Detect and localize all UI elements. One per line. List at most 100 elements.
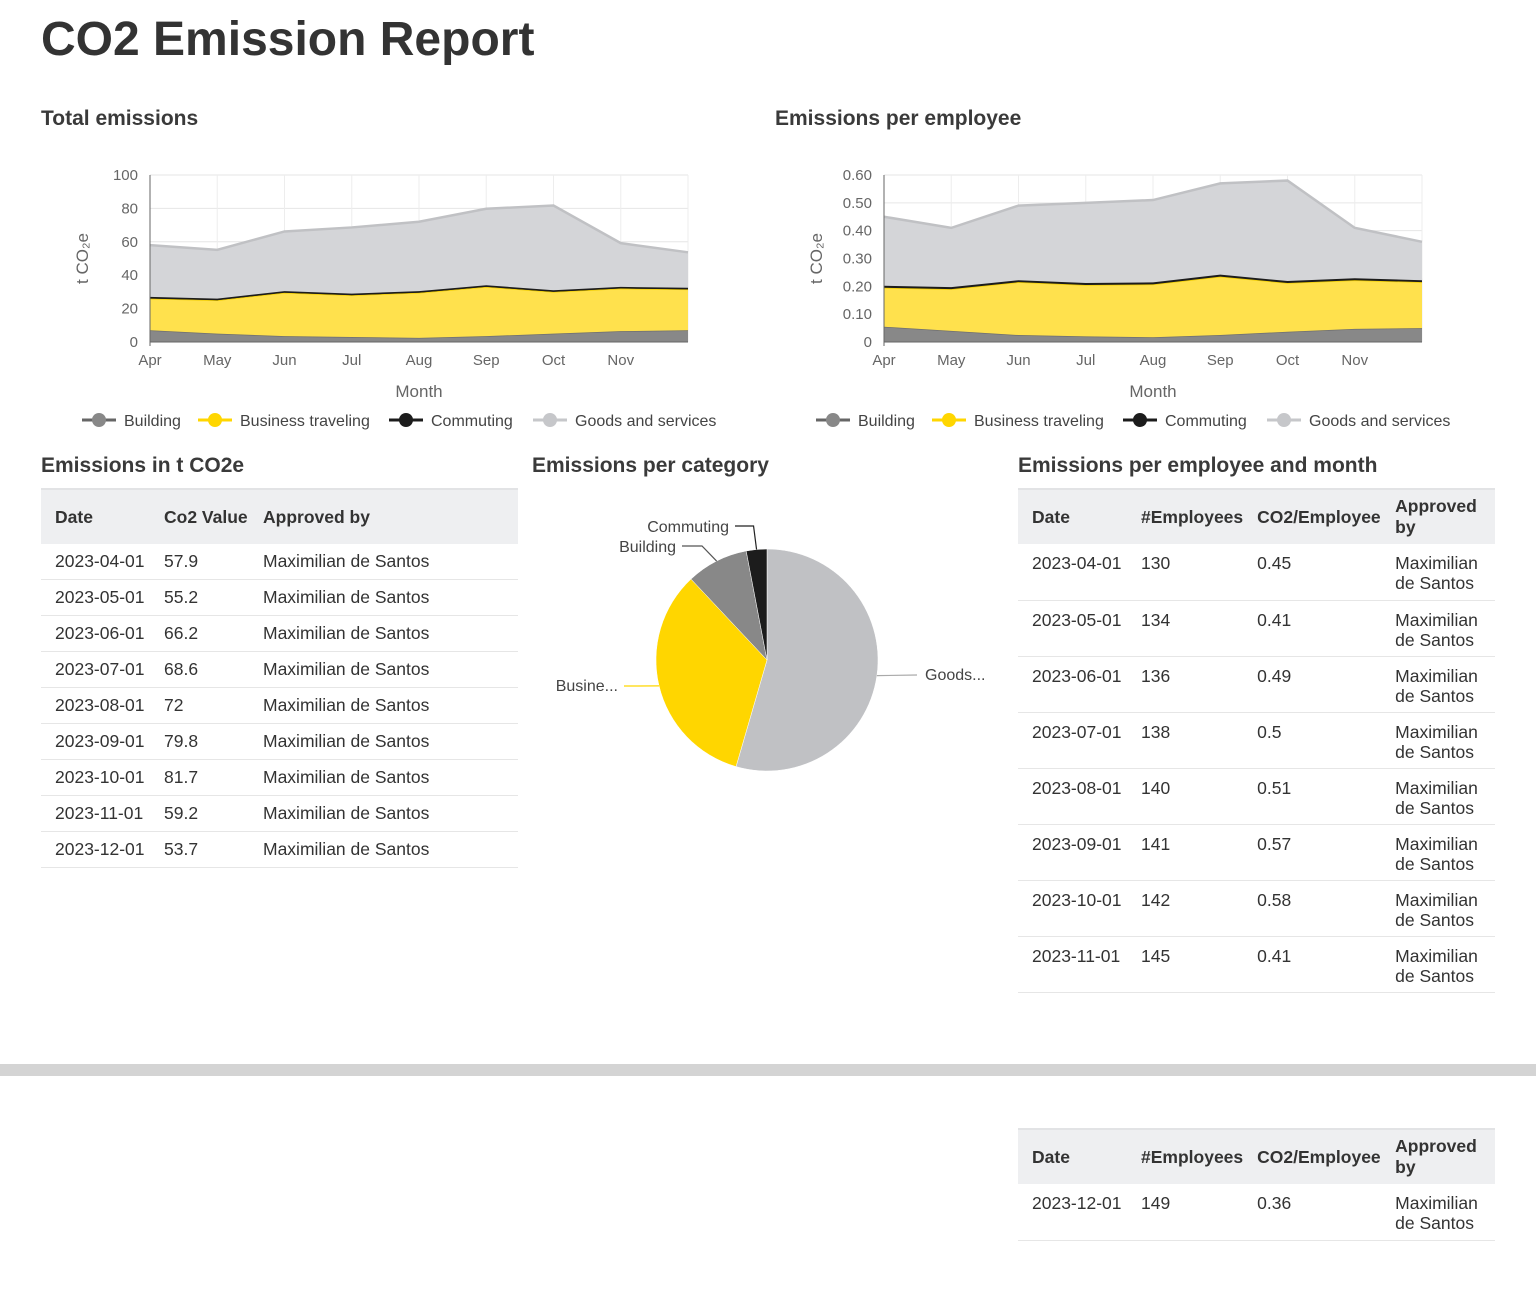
chart-title-total: Total emissions <box>41 107 199 130</box>
pie-leader-line <box>682 545 718 562</box>
table-row: 2023-05-01 134 0.41 Maximilian de Santos <box>1018 600 1495 657</box>
table-cell: 57.9 <box>150 544 249 580</box>
y-tick-label: 0.50 <box>843 195 872 212</box>
table-cell: 2023-07-01 <box>41 651 150 688</box>
table-row: 2023-05-01 55.2 Maximilian de Santos <box>41 579 518 616</box>
table-row: 2023-08-01 140 0.51 Maximilian de Santos <box>1018 768 1495 825</box>
table-cell: 2023-10-01 <box>41 759 150 796</box>
per-employee-chart: 0 0.10 0.20 0.30 0.40 0.50 0.60 Apr May Jun Jul Aug… <box>807 167 1450 430</box>
pie-slice <box>655 578 768 767</box>
table-cell: 134 <box>1127 600 1244 657</box>
table-cell: 136 <box>1127 656 1244 713</box>
table-cell: 138 <box>1127 712 1244 769</box>
table-cell: Maximilian de Santos <box>249 687 518 724</box>
table-cell: 68.6 <box>150 651 249 688</box>
col-date: Date <box>41 488 150 544</box>
x-tick-label: Nov <box>607 352 634 369</box>
area-goods-and-services <box>150 205 688 299</box>
legend-item: Building <box>82 413 181 430</box>
table-title-per-employee: Emissions per employee and month <box>1018 454 1378 477</box>
table-row: 2023-06-01 66.2 Maximilian de Santos <box>41 615 518 652</box>
legend-item: Business traveling <box>198 413 370 430</box>
y-tick-label: 40 <box>121 267 138 284</box>
table-cell: 2023-11-01 <box>41 795 150 832</box>
table-cell: Maximilian de Santos <box>1381 600 1495 657</box>
table-cell: Maximilian de Santos <box>1381 1184 1495 1241</box>
table-cell: 2023-05-01 <box>41 579 150 616</box>
table-row: 2023-12-01 53.7 Maximilian de Santos <box>41 831 518 868</box>
table-cell: Maximilian de Santos <box>249 723 518 760</box>
table-cell: Maximilian de Santos <box>1381 544 1495 601</box>
area-building <box>150 330 688 342</box>
table-cell: 0.45 <box>1243 544 1382 601</box>
table-row: 2023-10-01 81.7 Maximilian de Santos <box>41 759 518 796</box>
area-goods-and-services <box>884 180 1422 288</box>
col-co2-per-employee: CO2/Employee <box>1243 488 1382 544</box>
table-cell: 2023-06-01 <box>41 615 150 652</box>
y-tick-label: 60 <box>121 234 138 251</box>
table-cell: 2023-04-01 <box>41 544 150 580</box>
table-title-emissions: Emissions in t CO2e <box>41 454 245 477</box>
legend-marker <box>1133 413 1147 427</box>
table-cell: Maximilian de Santos <box>1381 712 1495 769</box>
table-cell: 140 <box>1127 768 1244 825</box>
col-co2-per-employee: CO2/Employee <box>1243 1128 1382 1184</box>
y-tick-label: 0.20 <box>843 278 872 295</box>
x-tick-label: Oct <box>542 352 566 369</box>
table-cell: Maximilian de Santos <box>249 544 518 580</box>
table-row: 2023-07-01 138 0.5 Maximilian de Santos <box>1018 712 1495 769</box>
pie-label: Busine... <box>556 678 618 695</box>
legend-marker <box>543 413 557 427</box>
y-tick-label: 20 <box>121 301 138 318</box>
table-cell: 0.58 <box>1243 880 1382 937</box>
col-employees: #Employees <box>1127 1128 1244 1184</box>
pie-leader-line <box>735 525 758 550</box>
legend-marker <box>1277 413 1291 427</box>
y-tick-label: 0.40 <box>843 223 872 240</box>
table-cell: 0.57 <box>1243 824 1382 881</box>
line-goods-and-services <box>149 204 689 254</box>
table-cell: 66.2 <box>150 615 249 652</box>
area-building <box>884 326 1422 342</box>
legend-marker <box>208 413 222 427</box>
legend-label: Building <box>858 413 915 430</box>
table-cell: 2023-09-01 <box>41 723 150 760</box>
table-cell: 2023-08-01 <box>1018 768 1127 825</box>
col-approved-by: Approved by <box>249 488 518 544</box>
table-cell: 2023-12-01 <box>41 831 150 868</box>
table-cell: 2023-04-01 <box>1018 544 1127 601</box>
y-tick-label: 0 <box>864 334 872 351</box>
table-cell: 59.2 <box>150 795 249 832</box>
y-tick-label: 0.30 <box>843 251 872 268</box>
table-row: 2023-07-01 68.6 Maximilian de Santos <box>41 651 518 688</box>
table-row: 2023-09-01 79.8 Maximilian de Santos <box>41 723 518 760</box>
area-business-traveling <box>884 276 1422 338</box>
table-row: 2023-11-01 59.2 Maximilian de Santos <box>41 795 518 832</box>
table-cell: 2023-07-01 <box>1018 712 1127 769</box>
table-cell: 0.49 <box>1243 656 1382 713</box>
page-title: CO2 Emission Report <box>41 13 535 66</box>
table-row: 2023-10-01 142 0.58 Maximilian de Santos <box>1018 880 1495 937</box>
table-row: 2023-04-01 130 0.45 Maximilian de Santos <box>1018 544 1495 601</box>
table-cell: 2023-08-01 <box>41 687 150 724</box>
line-goods-and-services <box>883 179 1423 244</box>
y-axis-label: t CO₂e <box>807 233 826 284</box>
table-cell: 142 <box>1127 880 1244 937</box>
x-tick-label: Aug <box>406 352 433 369</box>
table-cell: Maximilian de Santos <box>1381 880 1495 937</box>
table-cell: Maximilian de Santos <box>1381 936 1495 993</box>
pie-label: Building <box>619 539 676 556</box>
col-date: Date <box>1018 488 1127 544</box>
x-tick-label: Apr <box>138 352 161 369</box>
table-cell: Maximilian de Santos <box>1381 656 1495 713</box>
page-divider <box>0 1064 1536 1076</box>
col-co2-value: Co2 Value <box>150 488 249 544</box>
legend-item: Commuting <box>389 413 513 430</box>
pie-label: Commuting <box>647 519 729 536</box>
table-cell: 55.2 <box>150 579 249 616</box>
x-tick-label: Oct <box>1276 352 1300 369</box>
x-tick-label: Aug <box>1140 352 1167 369</box>
x-tick-label: Sep <box>473 352 500 369</box>
table-cell: 2023-05-01 <box>1018 600 1127 657</box>
pie-slice <box>745 548 768 661</box>
